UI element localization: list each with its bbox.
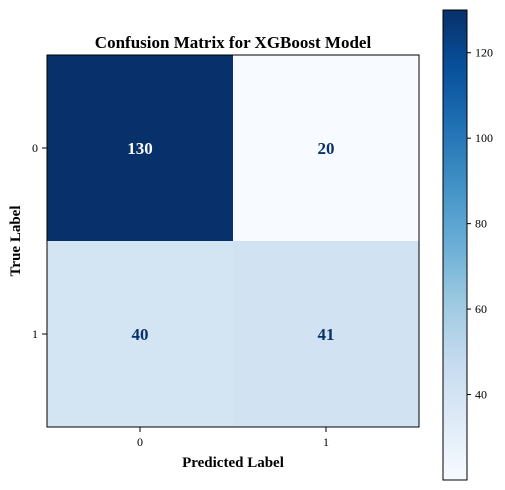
colorbar-tick-label: 60 [475, 302, 487, 316]
chart-title: Confusion Matrix for XGBoost Model [95, 33, 372, 52]
colorbar-tick-label: 100 [475, 131, 493, 145]
cell-value-label: 130 [127, 139, 153, 158]
cell-value-label: 20 [318, 139, 335, 158]
cell-value-label: 40 [132, 325, 149, 344]
colorbar [442, 9, 468, 481]
x-axis-label: Predicted Label [182, 455, 284, 471]
colorbar-ticks: 40 60 80 100 120 [467, 46, 493, 402]
colorbar-tick-label: 120 [475, 46, 493, 60]
heatmap-cell-labels: 130 20 40 41 [127, 139, 334, 344]
heatmap-cell [233, 241, 419, 427]
heatmap-cell [47, 241, 233, 427]
y-axis-ticks: 01 [32, 141, 47, 341]
y-tick-label: 1 [32, 327, 38, 341]
x-tick-label: 0 [137, 435, 143, 449]
plot-frame [46, 54, 420, 428]
cell-value-label: 41 [318, 325, 335, 344]
y-tick-label: 0 [32, 141, 38, 155]
y-axis-label: True Label [8, 206, 24, 277]
heatmap-cell [47, 55, 233, 241]
x-tick-label: 1 [323, 435, 329, 449]
heatmap-cells [47, 55, 419, 427]
heatmap-cell [233, 55, 419, 241]
colorbar-tick-label: 80 [475, 217, 487, 231]
colorbar-tick-label: 40 [475, 388, 487, 402]
